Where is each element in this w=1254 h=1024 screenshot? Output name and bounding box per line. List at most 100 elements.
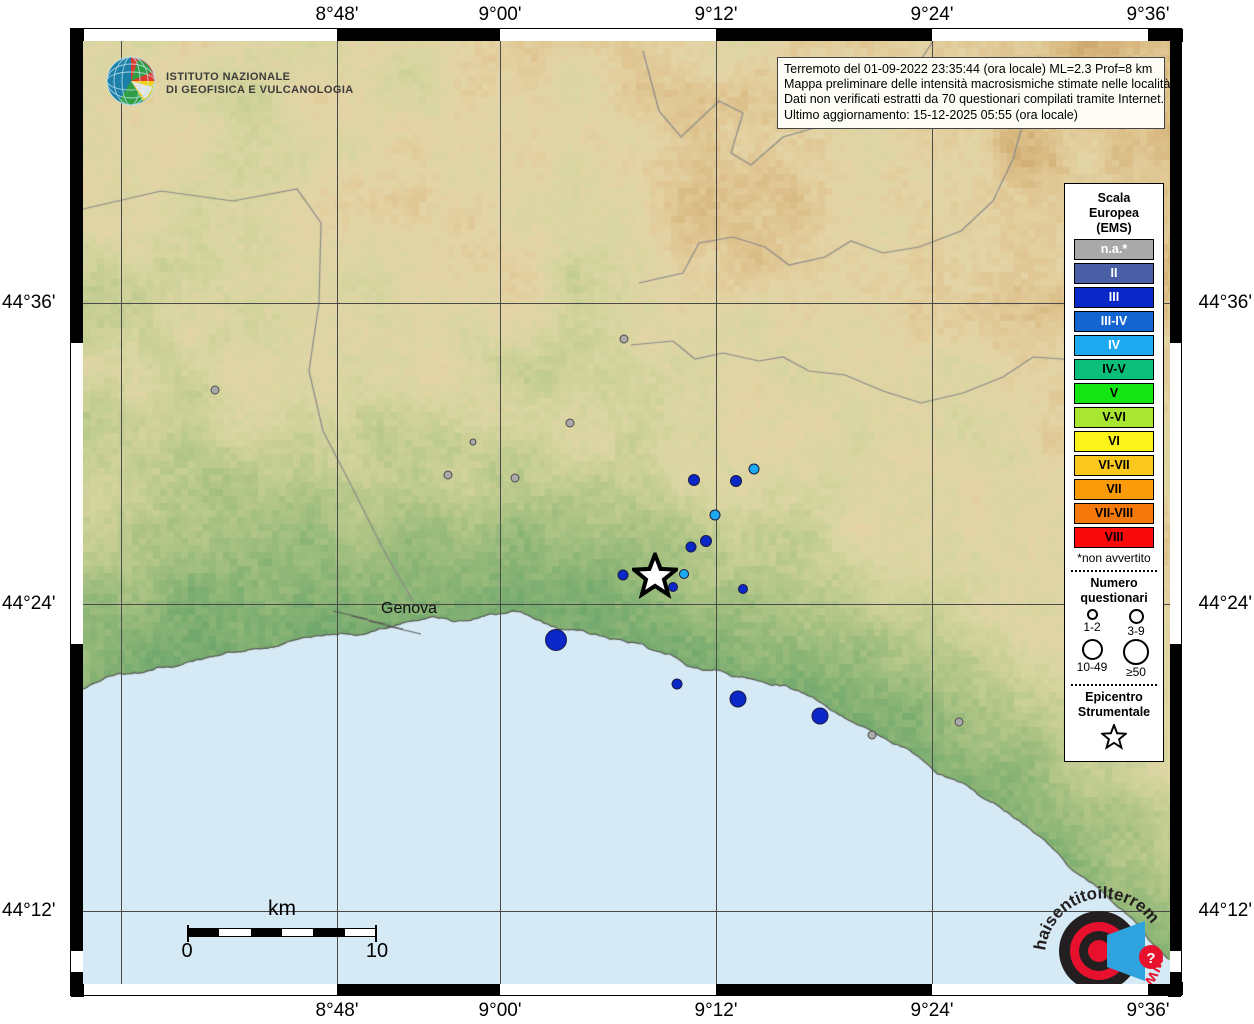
epicenter-legend-title: Epicentro Strumentale	[1070, 690, 1158, 720]
map-canvas[interactable]: Genova km 0 10	[83, 41, 1170, 984]
intensity-point[interactable]	[668, 582, 678, 592]
intensity-point[interactable]	[700, 535, 712, 547]
terrain-raster	[83, 41, 1170, 984]
latitude-tick-label: 44°24'	[2, 593, 56, 614]
intensity-point[interactable]	[210, 385, 220, 395]
graticule-line-horizontal	[83, 303, 1170, 304]
ems-scale-swatches: n.a.* II III III-IV IV IV-V V V-VI VI VI-VII VII VI…	[1070, 239, 1158, 548]
event-info-line-4: Ultimo aggiornamento: 15-12-2025 05:55 (…	[784, 107, 1078, 122]
scale-unit-label: km	[268, 897, 296, 920]
intensity-point[interactable]	[729, 690, 747, 708]
graticule-line-vertical	[932, 41, 933, 984]
graticule-line-vertical	[500, 41, 501, 984]
legend-title-line: (EMS)	[1096, 221, 1132, 235]
legend-title: Scala Europea (EMS)	[1070, 191, 1158, 236]
intensity-point[interactable]	[685, 541, 697, 553]
ems-swatch-na[interactable]: n.a.*	[1074, 239, 1154, 260]
questionnaire-bin-label: 3-9	[1127, 624, 1145, 638]
ems-swatch-v[interactable]: V	[1074, 383, 1154, 404]
latitude-tick-label: 44°12'	[2, 900, 56, 921]
longitude-tick-label: 9°00'	[478, 4, 522, 25]
scale-segment	[345, 929, 376, 936]
frame-tick-segment	[71, 29, 83, 42]
haisentitoilterremoto-watermark: ? haisentitoilterremoto.it www.	[1022, 858, 1170, 984]
event-info-line-2: Mappa preliminare delle intensità macros…	[784, 77, 1170, 92]
longitude-tick-label: 9°12'	[694, 4, 738, 25]
longitude-tick-label: 9°24'	[910, 4, 954, 25]
ems-swatch-vii[interactable]: VII	[1074, 479, 1154, 500]
questionnaire-bin-circle	[1128, 609, 1144, 624]
event-info-line-3: Dati non verificati estratti da 70 quest…	[784, 92, 1165, 107]
frame-tick-segment	[1169, 972, 1181, 997]
intensity-point[interactable]	[443, 470, 453, 480]
questionnaire-size-legend: 1-2 3-9 10-49 ≥50	[1070, 609, 1158, 679]
frame-tick-segment	[71, 42, 83, 343]
intensity-point[interactable]	[679, 569, 689, 579]
legend-title-line: Scala	[1097, 191, 1131, 205]
intensity-point[interactable]	[671, 678, 683, 690]
intensity-point[interactable]	[688, 474, 700, 486]
legend-panel[interactable]: Scala Europea (EMS) n.a.* II III III-IV IV IV-V…	[1064, 183, 1164, 762]
ems-swatch-ii[interactable]: II	[1074, 263, 1154, 284]
scale-segment	[188, 929, 220, 936]
questionnaire-bin-circle	[1081, 639, 1103, 660]
svg-text:?: ?	[1146, 950, 1155, 967]
map-tickbar-right	[1168, 29, 1181, 997]
questionnaire-bin-label: 10-49	[1076, 660, 1108, 674]
intensity-point[interactable]	[619, 334, 629, 344]
map-tickbar-left	[71, 29, 84, 997]
ems-swatch-iv[interactable]: IV	[1074, 335, 1154, 356]
longitude-tick-label: 9°12'	[694, 1000, 738, 1021]
ems-swatch-vi[interactable]: VI	[1074, 431, 1154, 452]
ems-swatch-vivii[interactable]: VI-VII	[1074, 455, 1154, 476]
epicenter-legend-star-icon	[1070, 722, 1158, 755]
scale-segment	[250, 929, 282, 936]
intensity-point[interactable]	[510, 473, 520, 483]
legend-divider-1	[1071, 570, 1157, 572]
intensity-point[interactable]	[738, 584, 748, 594]
frame-tick-segment	[1169, 42, 1181, 343]
latitude-tick-label: 44°36'	[2, 292, 56, 313]
ems-swatch-vvi[interactable]: V-VI	[1074, 407, 1154, 428]
frame-tick-segment	[337, 29, 500, 41]
ems-swatch-viii[interactable]: VIII	[1074, 527, 1154, 548]
longitude-tick-label: 9°36'	[1126, 1000, 1170, 1021]
intensity-point[interactable]	[748, 463, 760, 475]
scale-tick-start	[187, 925, 189, 942]
intensity-point[interactable]	[811, 707, 829, 725]
intensity-point[interactable]	[617, 569, 629, 581]
ems-swatch-iiiiv[interactable]: III-IV	[1074, 311, 1154, 332]
legend-footnote: *non avvertito	[1077, 551, 1151, 565]
ems-swatch-ivv[interactable]: IV-V	[1074, 359, 1154, 380]
intensity-point[interactable]	[709, 509, 721, 521]
questionnaire-bin: 3-9	[1114, 609, 1158, 638]
scale-bar-numbers: 0 10	[181, 940, 388, 964]
latitude-tick-label: 44°12'	[1198, 900, 1253, 921]
ems-swatch-iii[interactable]: III	[1074, 287, 1154, 308]
longitude-tick-label: 9°36'	[1126, 4, 1170, 25]
epicenter-title-line: Epicentro	[1085, 690, 1143, 704]
intensity-point[interactable]	[730, 475, 742, 487]
questionnaire-bin: 10-49	[1070, 639, 1114, 679]
graticule-line-horizontal	[83, 911, 1170, 912]
frame-tick-segment	[1169, 644, 1181, 951]
questionnaire-bin: 1-2	[1070, 609, 1114, 638]
ems-swatch-viiviii[interactable]: VII-VIII	[1074, 503, 1154, 524]
intensity-point[interactable]	[469, 438, 477, 446]
frame-tick-segment	[1169, 29, 1181, 42]
scale-segment	[282, 929, 313, 936]
legend-title-line: Europea	[1088, 206, 1139, 220]
frame-tick-segment	[716, 983, 932, 995]
frame-tick-segment	[71, 972, 83, 997]
intensity-point[interactable]	[954, 717, 964, 727]
intensity-point[interactable]	[565, 418, 575, 428]
intensity-point[interactable]	[867, 730, 877, 740]
event-info-box: Terremoto del 01-09-2022 23:35:44 (ora l…	[777, 57, 1170, 129]
longitude-tick-label: 8°48'	[315, 4, 359, 25]
intensity-point[interactable]	[545, 629, 567, 651]
questionnaire-bin-circle	[1123, 639, 1149, 665]
latitude-tick-label: 44°24'	[1198, 593, 1253, 614]
legend-divider-2	[1071, 684, 1157, 686]
frame-tick-segment	[716, 29, 932, 41]
